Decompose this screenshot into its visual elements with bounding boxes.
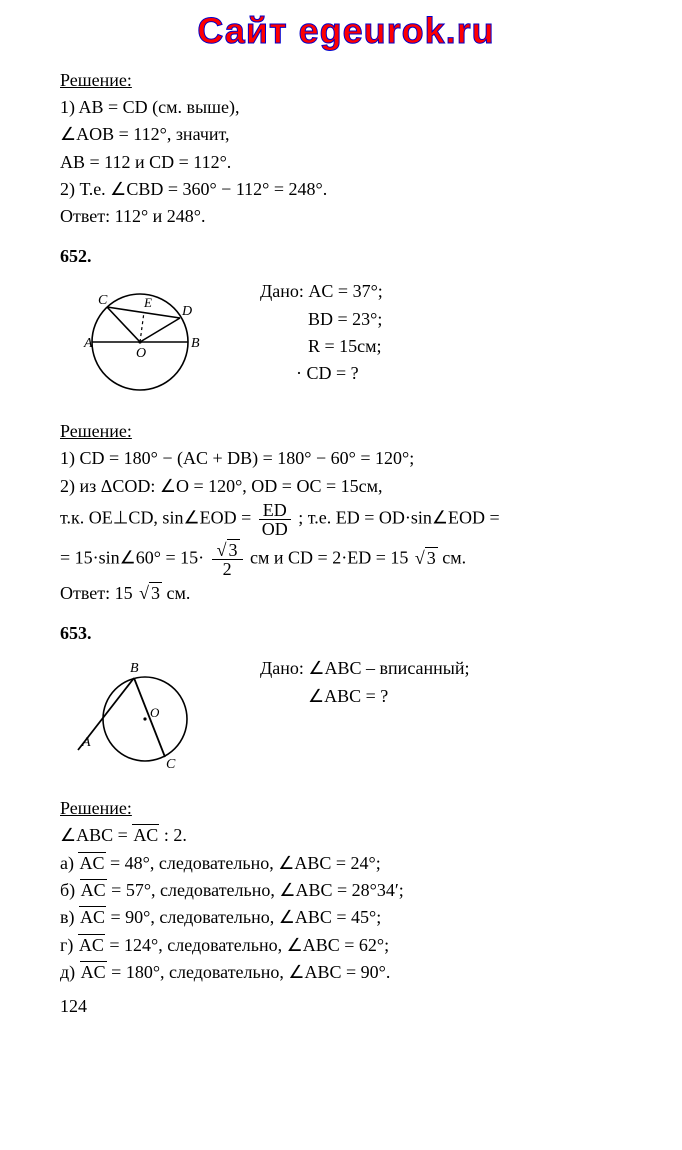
svg-text:C: C: [98, 293, 108, 308]
text: см.: [442, 548, 466, 568]
given-value: ∠ABC – вписанный;: [308, 658, 469, 678]
given-block: Дано: ∠ABC – вписанный; ∠ABC = ?: [260, 654, 470, 710]
answer-line: Ответ: 112° и 248°.: [60, 204, 632, 228]
case-list: а) AC = 48°, следовательно, ∠ABC = 24°; б…: [60, 851, 632, 984]
given-line: BD = 23°;: [260, 307, 383, 332]
case-value: = 124°, следовательно, ∠ABC = 62°;: [105, 935, 389, 955]
case-prefix: д): [60, 962, 80, 982]
svg-text:E: E: [143, 295, 152, 310]
site-watermark: Сайт egeurok.ru: [60, 10, 632, 52]
text-line: AB = 112 и CD = 112°.: [60, 150, 632, 174]
answer-label: Ответ:: [60, 206, 110, 226]
svg-text:B: B: [191, 336, 200, 351]
numerator: ED: [259, 501, 291, 520]
solution-heading: Решение:: [60, 798, 632, 819]
case-prefix: в): [60, 907, 79, 927]
case-line: б) AC = 57°, следовательно, ∠ABC = 28°34…: [60, 878, 632, 902]
text: см и CD = 2·ED = 15: [250, 548, 408, 568]
figure-652: A B C D E O: [60, 277, 220, 407]
text: т.к. OE⊥CD, sin∠EOD =: [60, 508, 256, 528]
sqrt: 3: [215, 541, 240, 559]
solution-heading: Решение:: [60, 70, 632, 91]
case-line: д) AC = 180°, следовательно, ∠ABC = 90°.: [60, 960, 632, 984]
given-block: Дано: AC = 37°; BD = 23°; R = 15см; · CD…: [260, 277, 383, 388]
text-line: 1) CD = 180° − (AC + DB) = 180° − 60° = …: [60, 446, 632, 470]
arc-notation: AC: [80, 879, 107, 899]
given-line: ∠ABC = ?: [260, 684, 470, 709]
text-line: 2) из ΔCOD: ∠O = 120°, OD = OC = 15см,: [60, 474, 632, 498]
text: = 15·sin∠60° = 15·: [60, 548, 204, 568]
denominator: 2: [212, 560, 243, 578]
text: ; т.е. ED = OD·sin∠EOD =: [298, 508, 499, 528]
text: : 2.: [164, 825, 187, 845]
given-line: R = 15см;: [260, 334, 383, 359]
case-value: = 90°, следовательно, ∠ABC = 45°;: [106, 907, 381, 927]
denominator: OD: [259, 520, 291, 538]
numerator: 3: [212, 541, 243, 560]
given-line: · CD = ?: [260, 361, 383, 386]
arc-notation: AC: [78, 934, 105, 954]
arc-notation: AC: [132, 824, 159, 844]
figure-653: B A C O: [60, 654, 220, 784]
task-number: 653.: [60, 623, 632, 644]
arc-notation: AC: [80, 961, 107, 981]
fraction: 3 2: [212, 541, 243, 578]
answer-line: Ответ: 15 3 см.: [60, 581, 632, 605]
given-value: AC = 37°;: [308, 281, 382, 301]
case-value: = 180°, следовательно, ∠ABC = 90°.: [107, 962, 391, 982]
text: 15: [115, 583, 133, 603]
task-number: 652.: [60, 246, 632, 267]
svg-text:A: A: [83, 336, 93, 351]
svg-text:A: A: [81, 735, 91, 750]
case-prefix: г): [60, 935, 78, 955]
svg-text:D: D: [181, 304, 192, 319]
arc-notation: AC: [79, 906, 106, 926]
answer-value: 112° и 248°.: [115, 206, 206, 226]
text-line: = 15·sin∠60° = 15· 3 2 см и CD = 2·ED = …: [60, 541, 632, 578]
text-line: 1) AB = CD (см. выше),: [60, 95, 632, 119]
sqrt: 3: [413, 546, 438, 570]
text-line: ∠AOB = 112°, значит,: [60, 122, 632, 146]
text-line: т.к. OE⊥CD, sin∠EOD = ED OD ; т.е. ED = …: [60, 501, 632, 538]
svg-text:C: C: [166, 757, 176, 772]
page: Сайт egeurok.ru Решение: 1) AB = CD (см.…: [0, 0, 682, 1037]
fraction: ED OD: [259, 501, 291, 538]
case-value: = 48°, следовательно, ∠ABC = 24°;: [106, 853, 381, 873]
sqrt: 3: [137, 581, 162, 605]
case-value: = 57°, следовательно, ∠ABC = 28°34′;: [107, 880, 404, 900]
text-line: 2) Т.е. ∠CBD = 360° − 112° = 248°.: [60, 177, 632, 201]
solution-heading: Решение:: [60, 421, 632, 442]
page-number: 124: [60, 996, 632, 1017]
answer-label: Ответ:: [60, 583, 110, 603]
figure-given-row: B A C O Дано: ∠ABC – вписанный; ∠ABC = ?: [60, 654, 632, 784]
given-line: Дано: AC = 37°;: [260, 279, 383, 304]
text: см.: [167, 583, 191, 603]
case-prefix: б): [60, 880, 80, 900]
given-label: Дано:: [260, 281, 304, 301]
given-line: Дано: ∠ABC – вписанный;: [260, 656, 470, 681]
svg-text:O: O: [150, 705, 160, 720]
figure-given-row: A B C D E O Дано: AC = 37°; BD = 23°; R …: [60, 277, 632, 407]
text-line: ∠ABC = AC : 2.: [60, 823, 632, 847]
arc-notation: AC: [78, 852, 105, 872]
case-line: г) AC = 124°, следовательно, ∠ABC = 62°;: [60, 933, 632, 957]
text: ∠ABC =: [60, 825, 132, 845]
case-line: а) AC = 48°, следовательно, ∠ABC = 24°;: [60, 851, 632, 875]
svg-text:B: B: [130, 661, 139, 676]
svg-text:O: O: [136, 346, 146, 361]
case-line: в) AC = 90°, следовательно, ∠ABC = 45°;: [60, 905, 632, 929]
case-prefix: а): [60, 853, 78, 873]
given-label: Дано:: [260, 658, 304, 678]
